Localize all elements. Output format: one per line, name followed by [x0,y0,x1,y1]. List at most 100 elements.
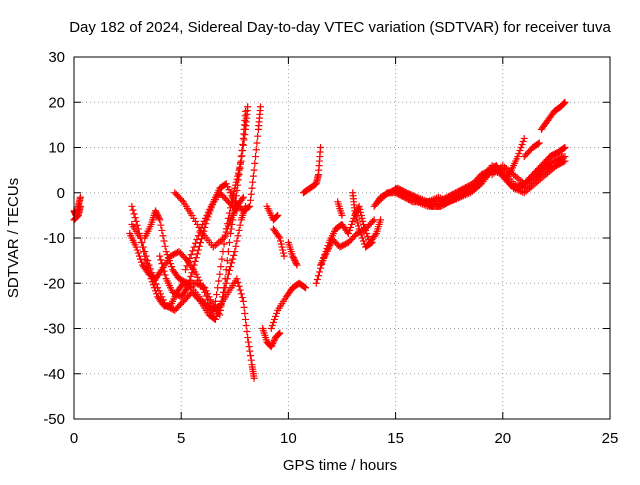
data-point [277,237,285,245]
data-point [193,236,201,244]
x-tick-label: 25 [602,430,619,447]
data-point [212,315,220,323]
data-point [165,257,173,265]
data-point [139,243,147,251]
data-point [356,205,364,213]
data-point [300,283,308,291]
data-point [324,246,332,254]
data-point [189,265,197,273]
data-point [205,293,213,301]
data-point [233,207,241,215]
series-track-19 [334,198,346,219]
data-point [184,284,192,292]
x-tick-label: 20 [494,430,511,447]
data-point [229,193,237,201]
data-point [517,144,525,151]
data-point [154,213,162,221]
data-point [195,296,203,304]
data-point [224,270,232,278]
data-point [253,139,261,147]
series-track-9 [181,189,241,274]
data-point [201,214,209,222]
data-point [349,217,357,225]
data-point [359,217,367,225]
data-point [234,172,242,180]
data-point [561,144,569,151]
data-point [354,219,362,227]
data-point [155,287,163,295]
data-point [159,232,167,240]
chart-title: Day 182 of 2024, Sidereal Day-to-day VTE… [69,19,611,36]
data-point [228,192,236,200]
data-point [327,240,335,248]
data-point [184,258,192,266]
series-track-14 [284,239,301,269]
data-point [141,248,149,256]
data-point [514,153,522,161]
data-point [557,153,565,161]
data-point [357,208,365,216]
data-point [233,175,241,183]
data-point [132,243,140,251]
data-point [220,240,228,248]
data-point [241,131,249,139]
data-point [233,275,241,283]
y-tick-label: 30 [48,49,65,66]
data-point [313,275,321,283]
data-point [159,263,167,271]
data-point [325,243,333,251]
data-point [76,193,84,201]
data-point [520,134,528,142]
data-point [276,329,284,337]
data-point [236,221,244,229]
data-point [157,256,165,264]
data-point [358,214,366,222]
data-point [250,374,258,382]
data-point [155,214,163,222]
data-point [224,222,232,230]
series-track-15 [299,144,325,197]
data-point [315,268,323,276]
data-point [535,139,543,147]
data-point [162,248,170,256]
data-point [247,190,255,198]
data-point [189,247,197,255]
data-point [222,180,230,188]
data-point [196,228,204,236]
data-point [146,265,154,273]
data-point [190,243,198,251]
data-point [560,100,568,108]
y-tick-label: 20 [48,94,65,111]
data-point [240,303,248,311]
data-point [186,276,194,284]
data-point [218,255,226,263]
data-point [238,147,246,155]
data-point [193,250,201,258]
data-point [190,261,198,269]
data-point [181,266,189,274]
data-point [217,263,225,271]
data-point [133,246,141,254]
data-point [377,216,385,224]
data-point [254,132,262,140]
data-point [270,315,278,323]
data-point [233,237,241,245]
series-track-26 [531,144,569,183]
series-track-13 [269,225,288,260]
data-point [312,279,320,287]
series-track-28 [520,139,543,161]
data-point [252,146,260,154]
data-point [270,337,278,345]
data-point [248,184,256,192]
data-point [234,232,242,240]
data-point [215,277,223,285]
data-point [229,255,237,263]
data-point [252,153,260,161]
data-point [267,325,275,332]
data-point [239,140,247,148]
data-point [128,202,136,210]
data-point [234,278,242,286]
data-point [157,221,165,229]
data-point [138,239,146,247]
